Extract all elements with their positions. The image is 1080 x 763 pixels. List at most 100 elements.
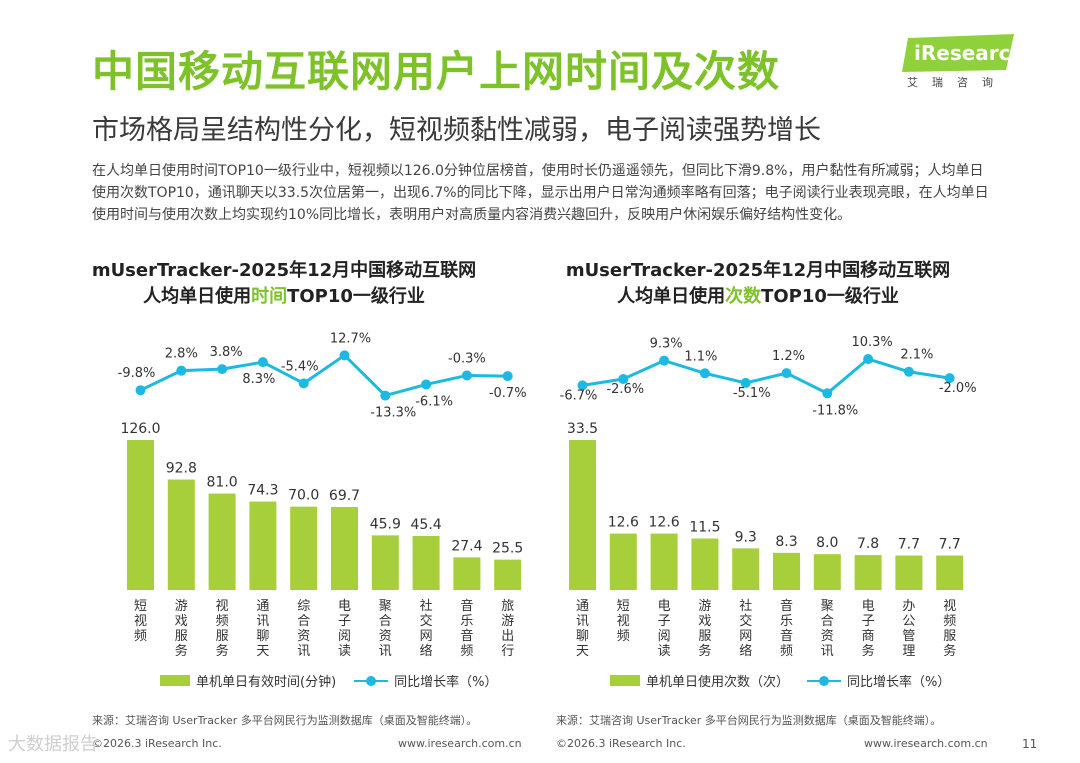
growth-point bbox=[461, 370, 472, 381]
chart2-title-post: TOP10一级行业 bbox=[761, 286, 899, 307]
chart2-source: 来源：艾瑞咨询 UserTracker 多平台网民行为监测数据库（桌面及智能终端… bbox=[556, 714, 942, 727]
growth-value-label: 2.1% bbox=[900, 348, 933, 363]
category-label: 务 bbox=[698, 643, 711, 659]
chart2-title-pre: 人均单日使用 bbox=[617, 286, 726, 307]
category-label: 合 bbox=[379, 614, 392, 629]
growth-point bbox=[659, 355, 670, 366]
category-label: 游 bbox=[698, 599, 711, 614]
bar-value-label: 25.5 bbox=[492, 541, 523, 557]
legend-bar-swatch bbox=[610, 675, 640, 686]
category-label: 网 bbox=[739, 629, 752, 644]
category-label: 音 bbox=[780, 628, 793, 644]
category-label: 行 bbox=[501, 644, 514, 659]
growth-point bbox=[903, 366, 914, 377]
chart1-title-line1: mUserTracker-2025年12月中国移动互联网 bbox=[91, 260, 477, 281]
footer-copyright-right: ©2026.3 iResearch Inc. bbox=[556, 737, 686, 750]
category-label: 务 bbox=[943, 643, 956, 659]
bar-1-1 bbox=[167, 479, 195, 590]
category-label: 办 bbox=[902, 599, 915, 614]
footer-copyright-left: ©2026.3 iResearch Inc. bbox=[92, 737, 222, 750]
footer-url-left[interactable]: www.iresearch.com.cn bbox=[398, 737, 522, 750]
growth-value-label: 9.3% bbox=[650, 337, 683, 352]
bar-2-3 bbox=[691, 538, 719, 590]
growth-point bbox=[176, 365, 187, 376]
bar-1-8 bbox=[453, 557, 481, 590]
category-label: 频 bbox=[943, 614, 956, 629]
bar-1-3 bbox=[249, 501, 277, 590]
category-label: 子 bbox=[338, 614, 351, 629]
growth-point bbox=[380, 390, 391, 401]
category-label: 频 bbox=[216, 614, 229, 629]
chart1-source: 来源：艾瑞咨询 UserTracker 多平台网民行为监测数据库（桌面及智能终端… bbox=[92, 714, 478, 727]
growth-value-label: -5.4% bbox=[281, 359, 319, 374]
logo-shape bbox=[902, 34, 1014, 72]
category-label: 商 bbox=[862, 629, 875, 644]
bar-value-label: 8.0 bbox=[816, 535, 838, 551]
category-label: 社 bbox=[739, 598, 752, 614]
chart1-title-highlight: 时间 bbox=[251, 286, 288, 307]
growth-point bbox=[217, 364, 228, 375]
bar-value-label: 69.7 bbox=[329, 488, 360, 504]
category-label: 讯 bbox=[821, 644, 834, 659]
footer-url-right[interactable]: www.iresearch.com.cn bbox=[864, 737, 988, 750]
bar-value-label: 9.3 bbox=[735, 529, 757, 545]
category-label: 游 bbox=[501, 614, 514, 629]
growth-line bbox=[582, 357, 950, 396]
growth-value-label: -9.8% bbox=[118, 366, 156, 381]
page-subtitle: 市场格局呈结构性分化，短视频黏性减弱，电子阅读强势增长 bbox=[92, 115, 821, 146]
category-label: 阅 bbox=[658, 629, 671, 644]
logo-text: iResearch bbox=[914, 41, 1018, 65]
bar-2-0 bbox=[569, 440, 596, 590]
category-label: 旅 bbox=[501, 599, 514, 614]
bar-2-1 bbox=[609, 533, 637, 590]
bar-value-label: 45.9 bbox=[370, 516, 401, 532]
category-label: 讯 bbox=[379, 644, 392, 659]
growth-value-label: 8.3% bbox=[242, 372, 275, 387]
intro-paragraph: 在人均单日使用时间TOP10一级行业中，短视频以126.0分钟位居榜首，使用时长… bbox=[92, 163, 989, 223]
category-label: 合 bbox=[821, 614, 834, 629]
category-label: 管 bbox=[902, 629, 915, 644]
chart1-title-line2: 人均单日使用时间TOP10一级行业 bbox=[74, 284, 494, 310]
chart1-svg: 126.0短视频92.8游戏服务81.0视频服务74.3通讯聊天70.0综合资讯… bbox=[118, 331, 527, 659]
category-label: 读 bbox=[658, 644, 671, 659]
category-label: 讯 bbox=[297, 644, 310, 659]
category-label: 视 bbox=[134, 614, 147, 629]
bar-value-label: 45.4 bbox=[411, 517, 442, 533]
category-label: 视 bbox=[943, 599, 956, 614]
category-label: 读 bbox=[338, 644, 351, 659]
growth-value-label: 12.7% bbox=[330, 331, 371, 346]
growth-value-label: -5.1% bbox=[733, 386, 771, 401]
growth-value-label: 1.1% bbox=[684, 349, 717, 364]
chart1-title-pre: 人均单日使用 bbox=[143, 286, 252, 307]
category-label: 讯 bbox=[576, 614, 589, 629]
growth-point bbox=[863, 354, 874, 365]
category-label: 务 bbox=[862, 643, 875, 659]
category-label: 电 bbox=[658, 599, 671, 614]
bar-2-8 bbox=[895, 555, 923, 590]
growth-point bbox=[298, 378, 309, 389]
growth-point bbox=[618, 374, 629, 385]
category-label: 网 bbox=[420, 629, 433, 644]
category-label: 频 bbox=[134, 629, 147, 644]
growth-value-label: -0.3% bbox=[448, 351, 486, 366]
category-label: 通 bbox=[576, 599, 589, 614]
category-label: 聊 bbox=[256, 629, 269, 644]
category-label: 服 bbox=[698, 629, 711, 644]
bar-1-0 bbox=[127, 440, 154, 590]
growth-value-label: 2.8% bbox=[165, 347, 198, 362]
bar-1-2 bbox=[208, 493, 236, 590]
growth-value-label: -6.7% bbox=[560, 388, 598, 403]
bar-value-label: 12.6 bbox=[649, 515, 680, 531]
growth-point bbox=[339, 350, 350, 361]
category-label: 游 bbox=[175, 599, 188, 614]
category-label: 天 bbox=[576, 644, 589, 659]
category-label: 综 bbox=[297, 599, 310, 614]
category-label: 聚 bbox=[379, 599, 392, 614]
growth-value-label: -6.1% bbox=[415, 394, 453, 409]
bar-value-label: 12.6 bbox=[608, 515, 639, 531]
bar-value-label: 70.0 bbox=[288, 488, 319, 504]
chart1-legend-bar-label: 单机单日有效时间(分钟) bbox=[196, 675, 337, 690]
bar-1-9 bbox=[494, 559, 522, 590]
growth-value-label: 3.8% bbox=[210, 345, 243, 360]
bar-value-label: 8.3 bbox=[775, 534, 797, 550]
